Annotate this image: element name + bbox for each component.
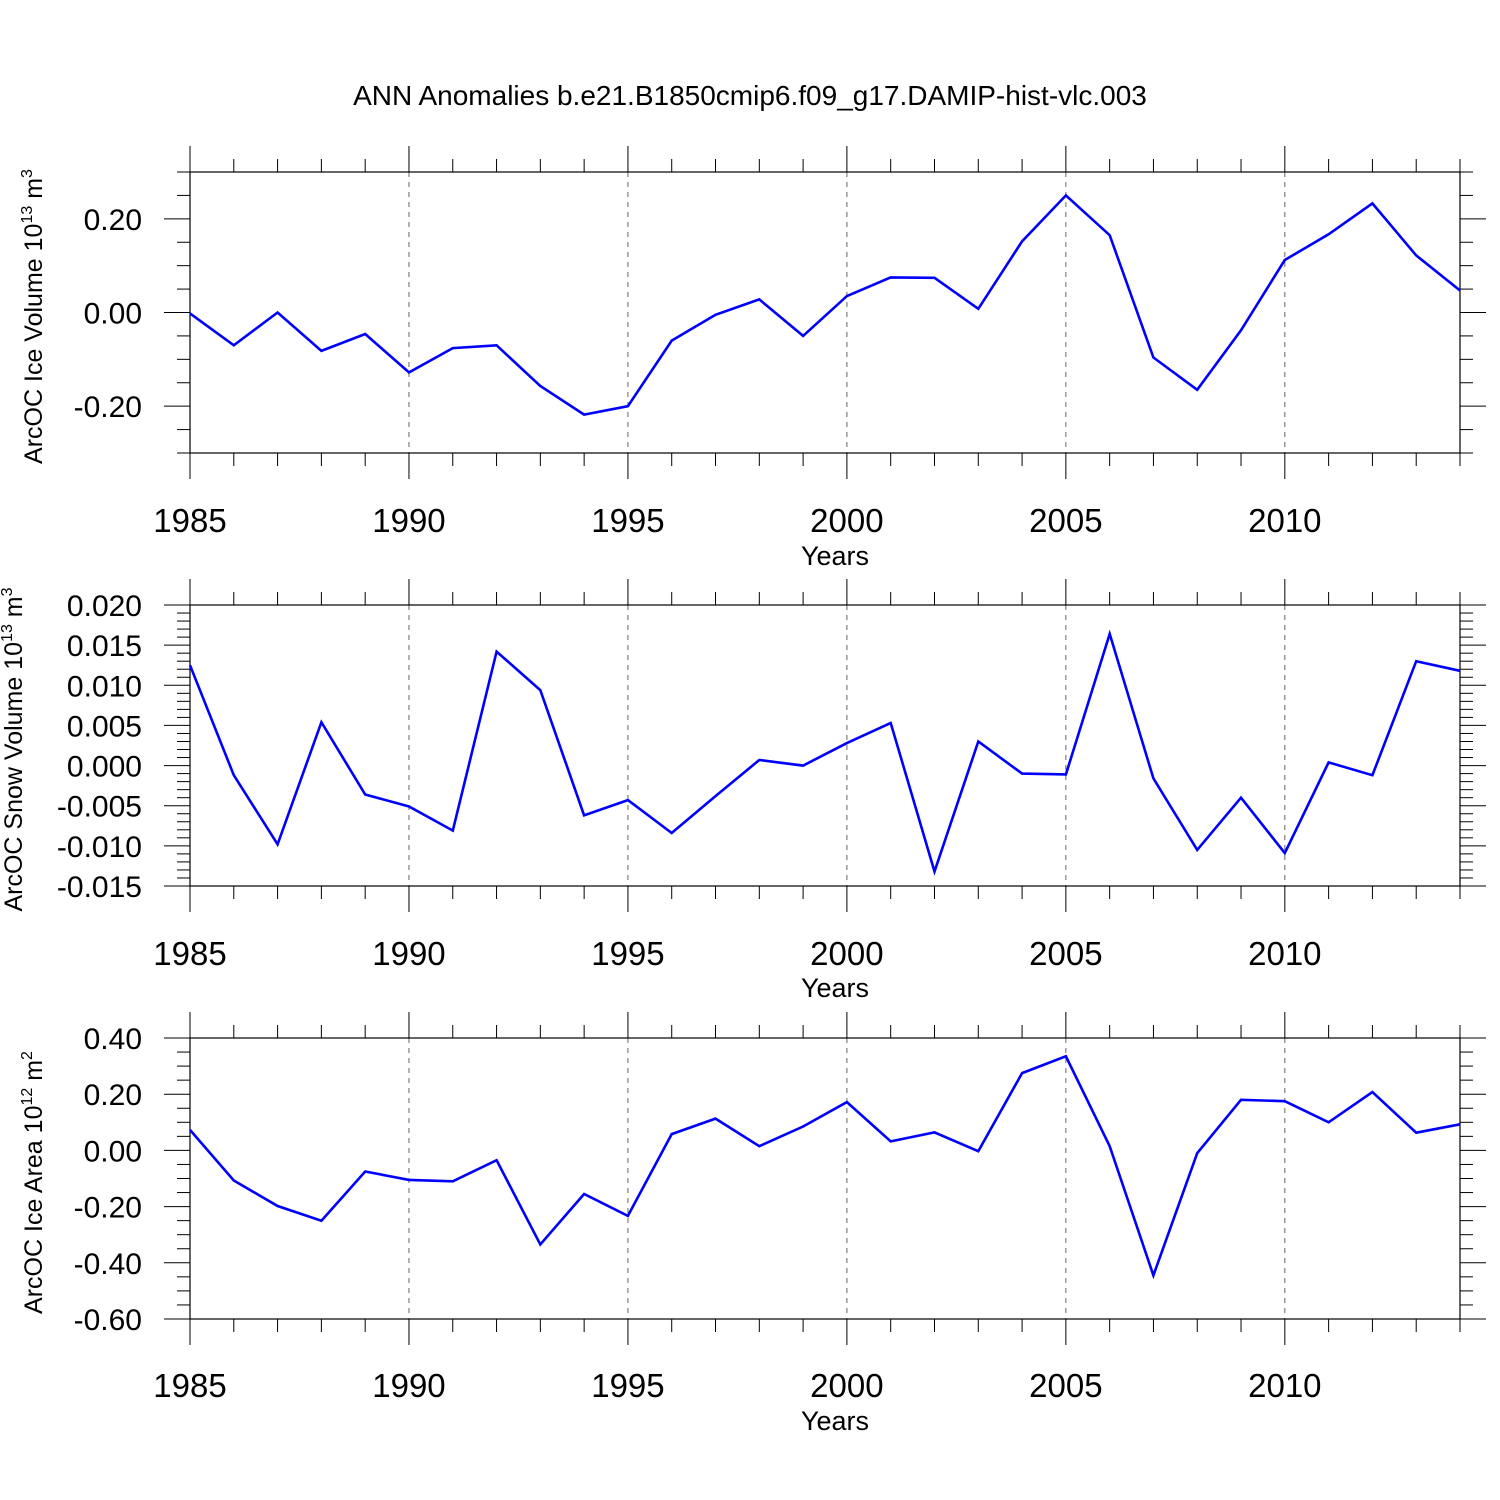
y-tick-label: 0.20 [84,204,142,237]
figure-title: ANN Anomalies b.e21.B1850cmip6.f09_g17.D… [353,80,1147,111]
y-tick-label: 0.20 [84,1079,142,1112]
y-axis-label: ArcOC Snow Volume 1013 m3 [0,587,28,911]
x-tick-label: 2010 [1248,935,1321,972]
y-tick-label: 0.010 [67,670,142,703]
x-tick-label: 1985 [153,1367,226,1404]
x-tick-label: 2010 [1248,1367,1321,1404]
x-tick-label: 2000 [810,502,883,539]
series-line [189,193,1461,416]
x-tick-label: 1995 [591,502,664,539]
series-line [188,629,1461,876]
y-tick-label: 0.000 [67,751,142,784]
x-tick-label: 1985 [153,502,226,539]
y-tick-label: -0.20 [74,1192,142,1225]
x-axis-label: Years [801,1406,869,1436]
y-tick-label: -0.010 [57,831,142,864]
plot-frame [189,604,1461,887]
y-tick-label: 0.40 [84,1023,142,1056]
x-tick-label: 2005 [1029,1367,1102,1404]
x-axis-label: Years [801,973,869,1003]
y-tick-label: 0.015 [67,630,142,663]
x-tick-label: 1990 [372,502,445,539]
y-tick-label: 0.020 [67,590,142,623]
y-tick-label: -0.005 [57,791,142,824]
x-tick-label: 1990 [372,935,445,972]
panel-2: 1985 1990 1995 2000 2005 2010 Years -0.015 -0.01… [0,579,1486,1003]
x-tick-label: 1995 [591,935,664,972]
y-axis-label: ArcOC Ice Volume 1013 m3 [19,169,48,464]
y-axis-label: ArcOC Ice Area 1012 m2 [19,1051,48,1314]
x-tick-label: 2000 [810,1367,883,1404]
y-tick-label: -0.40 [74,1248,142,1281]
panel-3: 1985 1990 1995 2000 2005 2010 Years -0.60 -0.40 -… [19,1012,1486,1436]
x-axis-label: Years [801,541,869,571]
x-tick-label: 2000 [810,935,883,972]
x-tick-label: 1985 [153,935,226,972]
x-tick-label: 2005 [1029,502,1102,539]
x-tick-label: 2010 [1248,502,1321,539]
y-tick-label: 0.005 [67,710,142,743]
y-tick-label: 0.00 [84,1135,142,1168]
y-tick-label: 0.00 [84,298,142,331]
x-tick-label: 1990 [372,1367,445,1404]
panels: 1985 1990 1995 2000 2005 2010 Years -0.20 0.00 0.… [0,146,1486,1436]
y-tick-label: -0.60 [74,1304,142,1337]
x-tick-label: 2005 [1029,935,1102,972]
y-tick-label: -0.20 [74,391,142,424]
y-tick-label: -0.015 [57,871,142,904]
x-tick-label: 1995 [591,1367,664,1404]
panel-1: 1985 1990 1995 2000 2005 2010 Years -0.20 0.00 0.… [19,146,1486,571]
series-line [189,1054,1461,1280]
